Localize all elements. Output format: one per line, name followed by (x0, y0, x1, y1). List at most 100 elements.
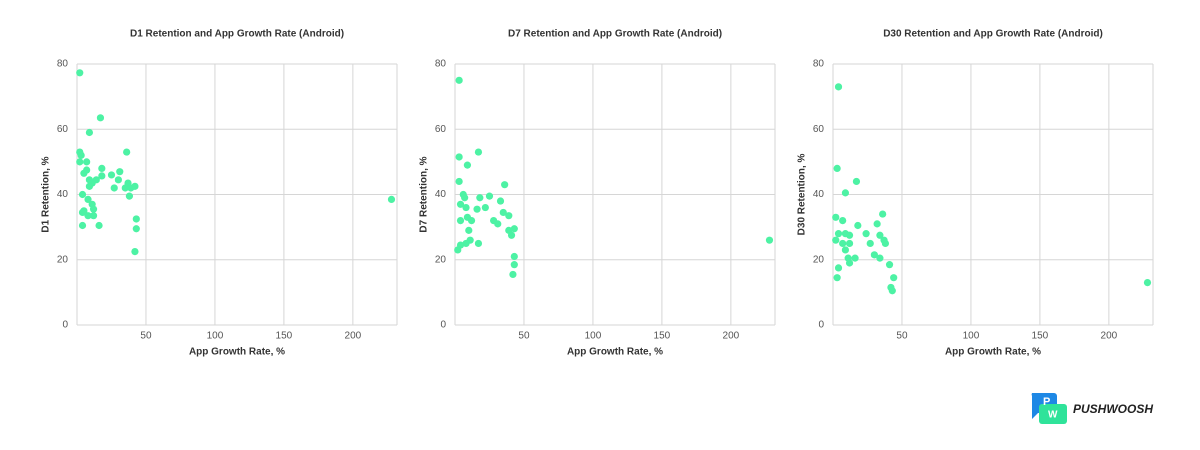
point (110, 184, 118, 192)
point (833, 164, 841, 172)
point (465, 226, 473, 234)
point (476, 194, 484, 202)
point (84, 195, 92, 203)
point (107, 171, 116, 179)
point (85, 128, 94, 137)
y-axis-label: D7 Retention, % (419, 156, 430, 232)
y-axis-label: D1 Retention, % (41, 156, 52, 232)
point (89, 205, 98, 213)
point (98, 164, 106, 172)
point (92, 176, 100, 184)
x-axis-label: App Growth Rate, % (945, 347, 1041, 358)
point (387, 195, 396, 203)
point (509, 270, 517, 279)
y-tick-label: 60 (435, 124, 447, 135)
point (839, 239, 847, 248)
x-tick-label: 150 (276, 331, 293, 342)
point (76, 158, 84, 166)
x-tick-label: 100 (963, 331, 980, 342)
point (116, 168, 124, 176)
chart: D7 Retention and App Growth Rate (Androi… (419, 29, 776, 358)
y-tick-label: 80 (435, 59, 447, 70)
logo-letter: W (1048, 410, 1058, 421)
point (461, 194, 469, 202)
point (866, 239, 874, 248)
point (832, 236, 840, 244)
y-tick-label: 0 (440, 320, 446, 331)
logo-letter: P (1043, 396, 1050, 408)
point (473, 205, 481, 213)
point (834, 230, 843, 238)
point (881, 239, 890, 248)
point (851, 254, 859, 262)
x-tick-label: 100 (585, 331, 602, 342)
x-axis-label: App Growth Rate, % (567, 347, 663, 358)
y-tick-label: 60 (813, 124, 825, 135)
x-axis-label: App Growth Rate, % (189, 347, 285, 358)
point (870, 251, 878, 259)
point (78, 190, 87, 199)
logo: P W PUSHWOOSH (1031, 393, 1153, 424)
x-tick-label: 200 (345, 331, 362, 342)
x-tick-label: 50 (896, 331, 908, 342)
point (501, 181, 509, 189)
chart: D30 Retention and App Growth Rate (Andro… (797, 29, 1154, 358)
point (131, 182, 139, 190)
y-axis-label: D30 Retention, % (797, 154, 808, 236)
point (96, 114, 105, 122)
point (123, 148, 131, 156)
point (510, 225, 518, 233)
point (462, 239, 470, 248)
point (876, 231, 884, 239)
point (854, 221, 862, 230)
point (463, 161, 472, 169)
y-tick-label: 0 (818, 320, 824, 331)
chart: D1 Retention and App Growth Rate (Androi… (41, 29, 398, 358)
point (455, 177, 463, 186)
point (89, 212, 98, 220)
point (1143, 278, 1152, 287)
point (839, 217, 847, 225)
point (131, 247, 139, 256)
point (499, 208, 507, 217)
y-tick-label: 20 (57, 254, 69, 265)
point (78, 221, 87, 230)
point (841, 246, 850, 254)
point (132, 225, 140, 233)
point (474, 148, 483, 156)
x-tick-label: 150 (654, 331, 671, 342)
point (844, 254, 852, 262)
point (845, 231, 854, 239)
chart-title: D30 Retention and App Growth Rate (Andro… (883, 29, 1103, 40)
point (841, 189, 850, 197)
y-tick-label: 80 (813, 59, 825, 70)
point (455, 153, 463, 161)
y-tick-label: 20 (435, 254, 447, 265)
point (852, 177, 861, 186)
point (485, 192, 494, 200)
point (462, 203, 470, 212)
chart-title: D1 Retention and App Growth Rate (Androi… (130, 29, 344, 40)
point (77, 151, 85, 159)
y-tick-label: 40 (57, 189, 69, 200)
point (467, 217, 476, 225)
point (132, 215, 140, 223)
point (456, 200, 465, 208)
point (95, 221, 103, 230)
point (507, 231, 516, 239)
x-tick-label: 200 (723, 331, 740, 342)
point (125, 192, 134, 200)
chart-title: D7 Retention and App Growth Rate (Androi… (508, 29, 722, 40)
point (496, 197, 505, 205)
point (80, 169, 88, 177)
point (890, 274, 898, 282)
point (84, 212, 92, 220)
x-tick-label: 50 (518, 331, 530, 342)
y-tick-label: 40 (813, 189, 825, 200)
point (833, 274, 841, 282)
point (834, 83, 843, 91)
point (76, 69, 84, 77)
x-tick-label: 150 (1032, 331, 1049, 342)
point (121, 184, 129, 192)
